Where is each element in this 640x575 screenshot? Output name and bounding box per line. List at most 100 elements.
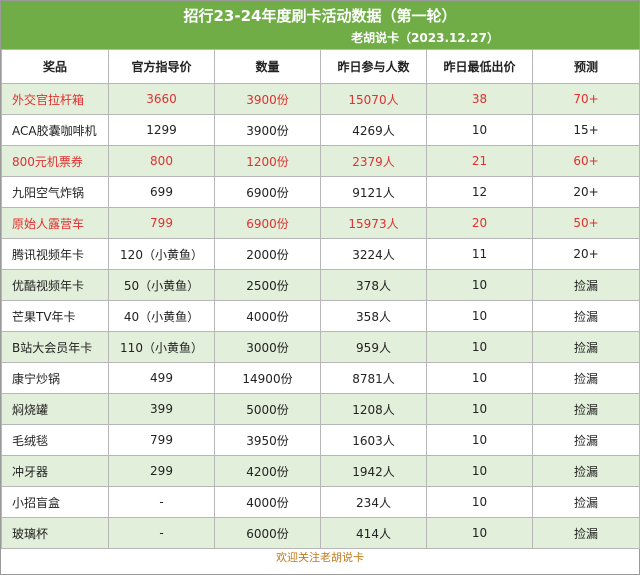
table-row: 芒果TV年卡 40（小黄鱼） 4000份 358人 10 捡漏 [1,300,640,332]
table-row: 外交官拉杆箱 3660 3900份 15070人 38 70+ [1,83,640,115]
table-cell: 50+ [532,207,640,239]
table-cell: 3900份 [214,114,321,146]
footer-note: 欢迎关注老胡说卡 [276,551,364,564]
table-row: 800元机票券 800 1200份 2379人 21 60+ [1,145,640,177]
table-cell: 优酷视频年卡 [1,269,109,301]
table-body: 外交官拉杆箱 3660 3900份 15070人 38 70+ ACA胶囊咖啡机 1299 39… [1,83,640,549]
activity-table: 奖品 官方指导价 数量 昨日参与人数 昨日最低出价 预测 外交官拉杆箱 3660 3900份 1… [1,49,640,549]
table-row: B站大会员年卡 110（小黄鱼） 3000份 959人 10 捡漏 [1,331,640,363]
table-cell: 九阳空气炸锅 [1,176,109,208]
table-cell: 1603人 [320,424,427,456]
table-cell: 8781人 [320,362,427,394]
table-cell: 3224人 [320,238,427,270]
table-cell: 外交官拉杆箱 [1,83,109,115]
table-cell: 捡漏 [532,300,640,332]
table-cell: 699 [108,176,215,208]
table-cell: 110（小黄鱼） [108,331,215,363]
table-cell: 毛绒毯 [1,424,109,456]
table-cell: 70+ [532,83,640,115]
table-cell: 10 [426,300,533,332]
table-cell: 10 [426,517,533,549]
table-cell: 10 [426,424,533,456]
table-row: ACA胶囊咖啡机 1299 3900份 4269人 10 15+ [1,114,640,146]
table-cell: 4000份 [214,300,321,332]
table-cell: 10 [426,362,533,394]
table-cell: 原始人露营车 [1,207,109,239]
table-cell: 358人 [320,300,427,332]
table-cell: 40（小黄鱼） [108,300,215,332]
table-cell: 冲牙器 [1,455,109,487]
table-cell: 38 [426,83,533,115]
table-cell: 玻璃杯 [1,517,109,549]
table-cell: 6000份 [214,517,321,549]
column-header: 奖品 [1,49,109,84]
table-cell: 10 [426,331,533,363]
column-header: 数量 [214,49,321,84]
table-cell: 2500份 [214,269,321,301]
table-row: 腾讯视频年卡 120（小黄鱼） 2000份 3224人 11 20+ [1,238,640,270]
table-cell: 799 [108,207,215,239]
table-row: 焖烧罐 399 5000份 1208人 10 捡漏 [1,393,640,425]
table-row: 九阳空气炸锅 699 6900份 9121人 12 20+ [1,176,640,208]
table-cell: ACA胶囊咖啡机 [1,114,109,146]
page-subtitle: 老胡说卡（2023.12.27） [351,31,499,45]
table-cell: 芒果TV年卡 [1,300,109,332]
table-cell: 800元机票券 [1,145,109,177]
table-cell: 10 [426,269,533,301]
table-cell: 10 [426,486,533,518]
table-cell: 11 [426,238,533,270]
table-cell: 捡漏 [532,393,640,425]
table-cell: B站大会员年卡 [1,331,109,363]
table-cell: 3900份 [214,83,321,115]
column-header: 昨日最低出价 [426,49,533,84]
table-cell: 6900份 [214,207,321,239]
table-cell: 捡漏 [532,269,640,301]
table-cell: 3950份 [214,424,321,456]
column-header: 昨日参与人数 [320,49,427,84]
table-cell: 4269人 [320,114,427,146]
table-cell: 5000份 [214,393,321,425]
table-cell: 4200份 [214,455,321,487]
table-cell: 康宁炒锅 [1,362,109,394]
table-cell: 捡漏 [532,362,640,394]
table-row: 冲牙器 299 4200份 1942人 10 捡漏 [1,455,640,487]
table-cell: 10 [426,455,533,487]
table-cell: 1299 [108,114,215,146]
table-cell: 20+ [532,238,640,270]
table-cell: 20+ [532,176,640,208]
page-title: 招行23-24年度刷卡活动数据（第一轮） [183,7,457,25]
table-cell: 捡漏 [532,486,640,518]
table-cell: 10 [426,393,533,425]
table-cell: 腾讯视频年卡 [1,238,109,270]
column-header: 官方指导价 [108,49,215,84]
table-row: 康宁炒锅 499 14900份 8781人 10 捡漏 [1,362,640,394]
table-cell: 234人 [320,486,427,518]
table-cell: 378人 [320,269,427,301]
table-cell: 焖烧罐 [1,393,109,425]
table-row: 原始人露营车 799 6900份 15973人 20 50+ [1,207,640,239]
table-cell: 399 [108,393,215,425]
sheet-header: 招行23-24年度刷卡活动数据（第一轮） 老胡说卡（2023.12.27） [1,1,639,49]
table-row: 毛绒毯 799 3950份 1603人 10 捡漏 [1,424,640,456]
table-cell: 14900份 [214,362,321,394]
table-row: 玻璃杯 -6000份 414人 10 捡漏 [1,517,640,549]
table-cell: 4000份 [214,486,321,518]
table-cell: 捡漏 [532,331,640,363]
table-cell: - [108,486,215,518]
table-cell: 3000份 [214,331,321,363]
table-cell: 6900份 [214,176,321,208]
table-cell: 959人 [320,331,427,363]
table-cell: 10 [426,114,533,146]
table-cell: 15+ [532,114,640,146]
table-cell: 9121人 [320,176,427,208]
table-cell: 21 [426,145,533,177]
table-row: 小招盲盒 -4000份 234人 10 捡漏 [1,486,640,518]
column-header: 预测 [532,49,640,84]
table-cell: 1208人 [320,393,427,425]
table-cell: 3660 [108,83,215,115]
table-cell: 15070人 [320,83,427,115]
table-cell: 800 [108,145,215,177]
table-cell: 15973人 [320,207,427,239]
table-cell: 小招盲盒 [1,486,109,518]
